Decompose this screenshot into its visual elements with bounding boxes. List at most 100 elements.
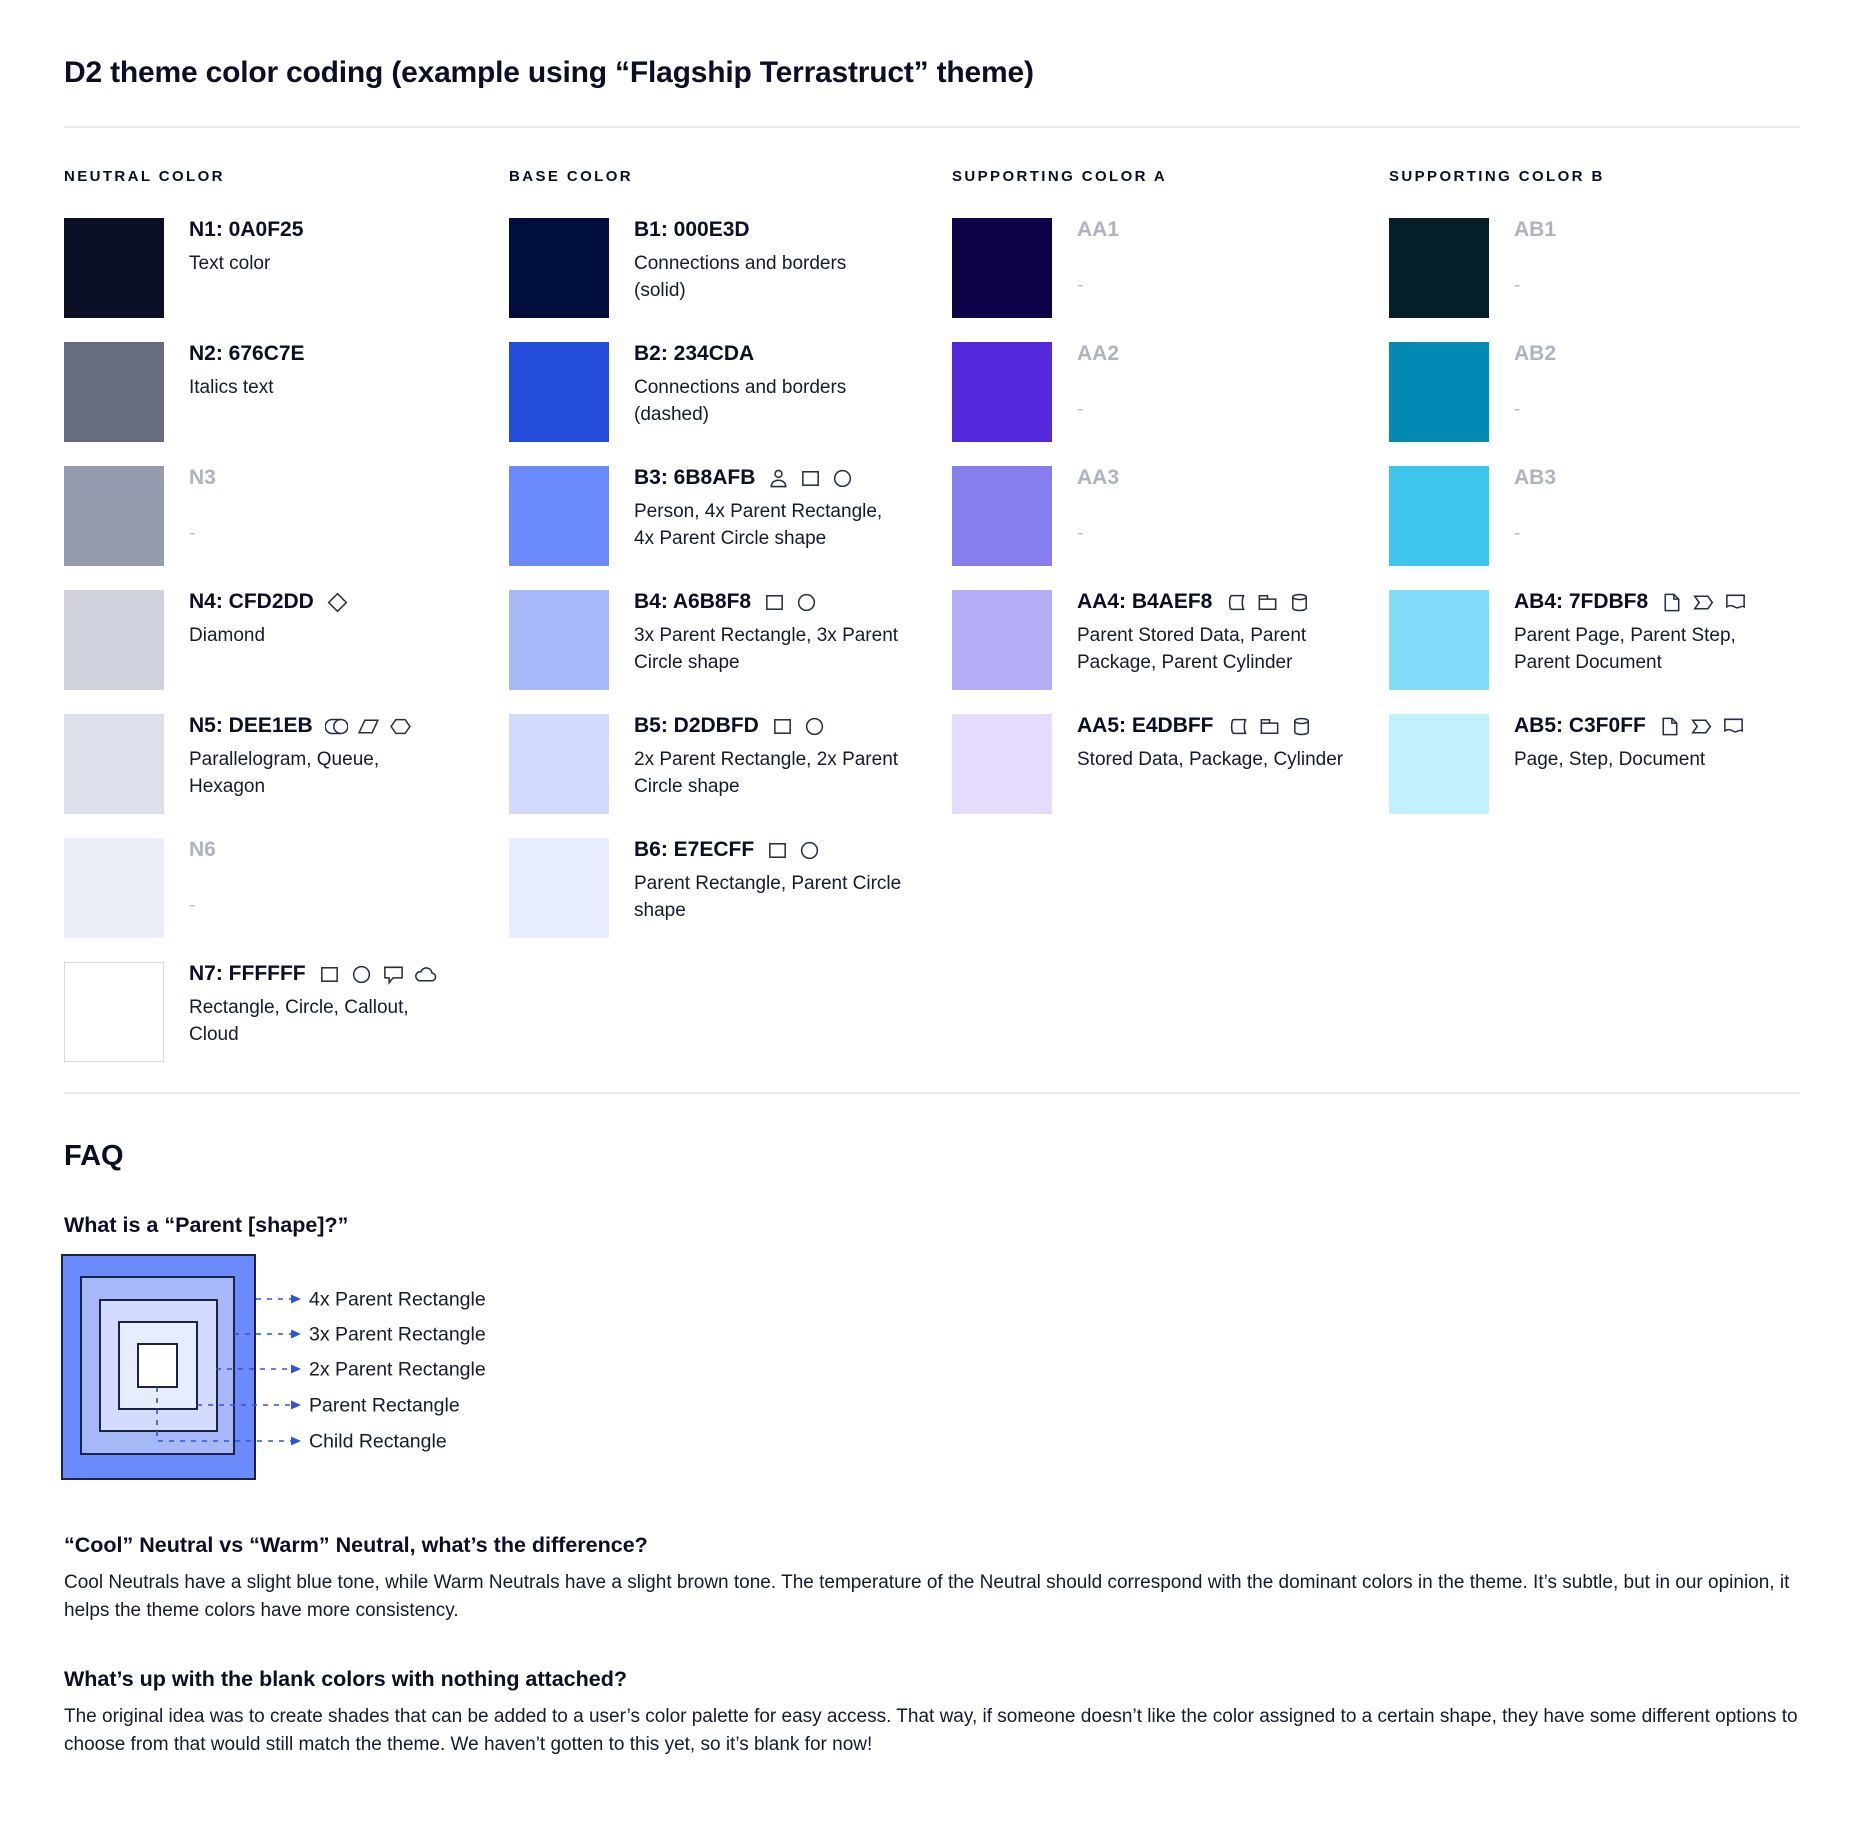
document-icon: [1724, 591, 1747, 614]
swatch-info: B2: 234CDA Connections and borders (dash…: [634, 342, 902, 442]
color-swatch: [64, 218, 164, 318]
hexagon-icon: [389, 715, 412, 738]
swatch-row-aa5: AA5: E4DBFF Stored Data, Package, Cylind…: [952, 714, 1389, 814]
swatch-description: Page, Step, Document: [1514, 749, 1706, 770]
swatch-label: AA2: [1077, 342, 1120, 365]
swatch-label: AB4: 7FDBF8: [1514, 590, 1649, 613]
swatch-label: AA5: E4DBFF: [1077, 714, 1214, 737]
swatch-label: B3: 6B8AFB: [634, 466, 756, 489]
swatch-row-aa3: AA3 -: [952, 466, 1389, 566]
swatch-row-b5: B5: D2DBFD 2x Parent Rectangle, 2x Paren…: [509, 714, 952, 814]
swatch-info: AB1 -: [1514, 218, 1782, 318]
shape-icons: [767, 467, 854, 490]
diagram-label: Child Rectangle: [309, 1431, 447, 1453]
swatch-description: Rectangle, Circle, Callout, Cloud: [189, 997, 409, 1045]
cylinder-icon: [1288, 591, 1311, 614]
swatch-label: AA3: [1077, 466, 1120, 489]
swatch-description: Parent Page, Parent Step, Parent Documen…: [1514, 625, 1736, 673]
swatch-label: N2: 676C7E: [189, 342, 305, 365]
color-swatch: [64, 342, 164, 442]
faq-title: FAQ: [64, 1140, 124, 1172]
page-icon: [1658, 715, 1681, 738]
swatch-info: B1: 000E3D Connections and borders (soli…: [634, 218, 902, 318]
swatch-info: AA4: B4AEF8 Parent Stored Data, Parent P…: [1077, 590, 1345, 690]
package-icon: [1258, 715, 1281, 738]
swatch-row-n2: N2: 676C7E Italics text: [64, 342, 509, 442]
color-swatch: [952, 342, 1052, 442]
swatch-row-aa1: AA1 -: [952, 218, 1389, 318]
column-header: NEUTRAL COLOR: [64, 168, 225, 185]
color-swatch: [1389, 714, 1489, 814]
swatch-label: B5: D2DBFD: [634, 714, 759, 737]
diagram-label: Parent Rectangle: [309, 1395, 460, 1417]
diagram-labels: 4x Parent Rectangle 3x Parent Rectangle …: [309, 1289, 486, 1453]
swatch-description: Diamond: [189, 625, 266, 646]
nested-rectangles-figure: 4x Parent Rectangle 3x Parent Rectangle …: [61, 1254, 486, 1480]
swatch-description: -: [189, 895, 196, 916]
column-header: SUPPORTING COLOR A: [952, 168, 1168, 185]
column-base-color: BASE COLOR B1: 000E3D Connections and bo…: [509, 168, 952, 962]
top-divider: [64, 126, 1800, 128]
rectangle-icon: [771, 715, 794, 738]
shape-icons: [771, 715, 826, 738]
dashed-connectors: [156, 1298, 291, 1442]
circle-icon: [798, 839, 821, 862]
faq-answer-cool-warm: Cool Neutrals have a slight blue tone, w…: [64, 1572, 1790, 1621]
swatch-row-aa2: AA2 -: [952, 342, 1389, 442]
swatch-row-n1: N1: 0A0F25 Text color: [64, 218, 509, 318]
color-swatch: [952, 590, 1052, 690]
swatch-label: N4: CFD2DD: [189, 590, 314, 613]
swatch-info: AB3 -: [1514, 466, 1782, 566]
swatch-label: B4: A6B8F8: [634, 590, 752, 613]
document-icon: [1722, 715, 1745, 738]
shape-icons: [1224, 591, 1311, 614]
diagram-label: 4x Parent Rectangle: [309, 1289, 486, 1311]
cylinder-icon: [1290, 715, 1313, 738]
circle-icon: [803, 715, 826, 738]
swatch-description: -: [189, 523, 196, 544]
swatch-row-n5: N5: DEE1EB Parallelogram, Queue, Hexagon: [64, 714, 509, 814]
swatch-info: AB4: 7FDBF8 Parent Page, Parent Step, Pa…: [1514, 590, 1782, 690]
color-swatch: [64, 838, 164, 938]
color-swatch: [1389, 342, 1489, 442]
callout-icon: [382, 963, 405, 986]
faq-question-cool-warm: “Cool” Neutral vs “Warm” Neutral, what’s…: [64, 1533, 648, 1557]
swatch-info: B6: E7ECFF Parent Rectangle, Parent Circ…: [634, 838, 902, 938]
swatch-description: Parent Stored Data, Parent Package, Pare…: [1077, 625, 1307, 673]
color-swatch: [64, 962, 164, 1062]
circle-icon: [795, 591, 818, 614]
shape-icons: [1658, 715, 1745, 738]
color-swatch: [1389, 218, 1489, 318]
swatch-info: N1: 0A0F25 Text color: [189, 218, 457, 318]
color-swatch: [952, 218, 1052, 318]
swatch-info: AB5: C3F0FF Page, Step, Document: [1514, 714, 1782, 814]
color-swatch: [509, 342, 609, 442]
faq-question-parent-shape: What is a “Parent [shape]?”: [64, 1213, 349, 1237]
color-swatch: [64, 714, 164, 814]
rectangle-icon: [766, 839, 789, 862]
package-icon: [1256, 591, 1279, 614]
step-icon: [1690, 715, 1713, 738]
color-swatch: [64, 466, 164, 566]
swatch-description: -: [1077, 523, 1084, 544]
arrowheads: [291, 1294, 301, 1446]
circle-icon: [831, 467, 854, 490]
swatch-info: B4: A6B8F8 3x Parent Rectangle, 3x Paren…: [634, 590, 902, 690]
swatch-info: N4: CFD2DD Diamond: [189, 590, 457, 690]
color-swatch: [509, 466, 609, 566]
swatch-info: AA5: E4DBFF Stored Data, Package, Cylind…: [1077, 714, 1345, 814]
swatch-label: N1: 0A0F25: [189, 218, 304, 241]
swatch-row-n4: N4: CFD2DD Diamond: [64, 590, 509, 690]
swatch-label: N5: DEE1EB: [189, 714, 313, 737]
rectangle-icon: [763, 591, 786, 614]
parallelogram-icon: [357, 715, 380, 738]
color-swatch: [1389, 590, 1489, 690]
swatch-description: 2x Parent Rectangle, 2x Parent Circle sh…: [634, 749, 899, 797]
swatch-label: B1: 000E3D: [634, 218, 750, 241]
shape-icons: [318, 963, 437, 986]
swatch-description: Person, 4x Parent Rectangle, 4x Parent C…: [634, 501, 883, 549]
swatch-info: AA1 -: [1077, 218, 1345, 318]
swatch-info: N3 -: [189, 466, 457, 566]
shape-icons: [1660, 591, 1747, 614]
color-swatch: [952, 466, 1052, 566]
